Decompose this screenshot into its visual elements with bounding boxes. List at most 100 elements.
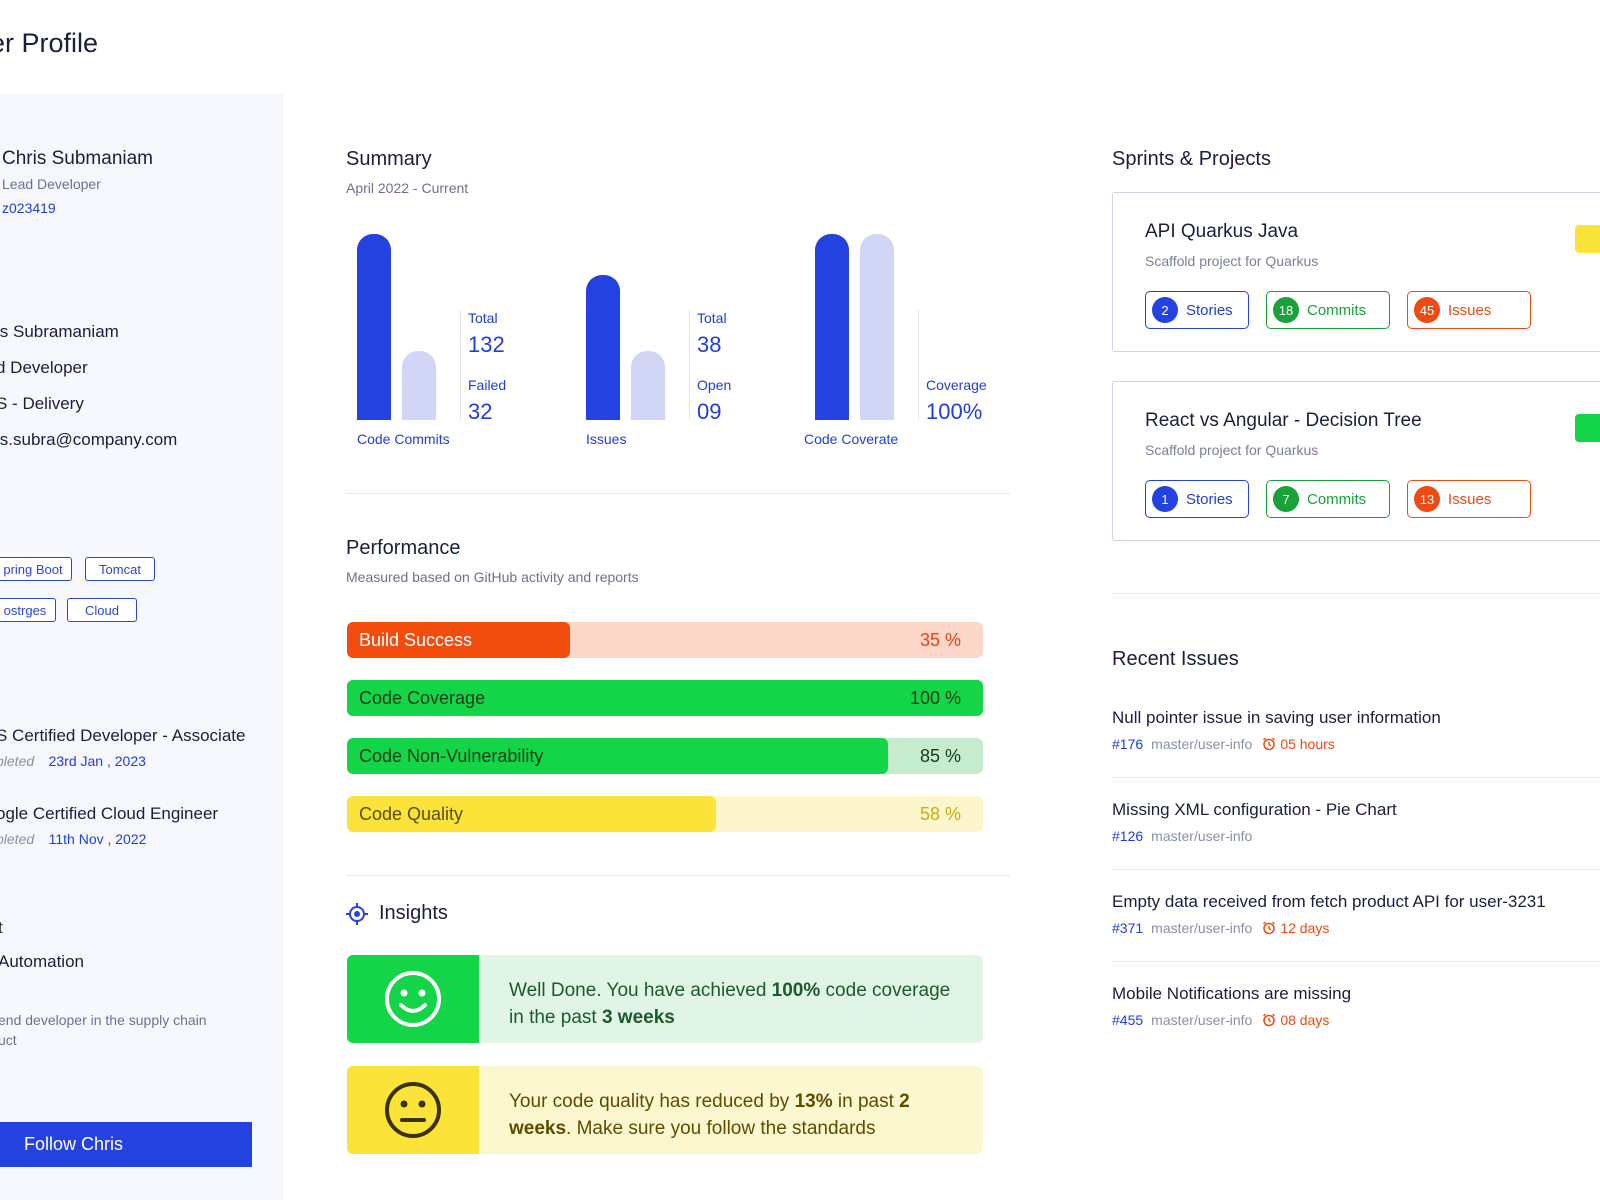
issue-meta: #126 master/user-info bbox=[1112, 828, 1262, 844]
cert-meta: pleted 23rd Jan , 2023 bbox=[0, 753, 146, 771]
issue-branch: master/user-info bbox=[1151, 828, 1253, 844]
skill-tag: Tomcat bbox=[85, 557, 155, 581]
cert-status: pleted bbox=[0, 753, 35, 769]
project-description: Scaffold project for Quarkus bbox=[1145, 442, 1319, 458]
issue-title[interactable]: Mobile Notifications are missing bbox=[1112, 984, 1352, 1003]
commits-pill[interactable]: 18 Commits bbox=[1266, 291, 1390, 329]
perf-value: 100 % bbox=[909, 688, 961, 708]
insight-highlight: 100% bbox=[771, 980, 821, 1001]
projects-title: Sprints & Projects bbox=[1112, 148, 1271, 170]
issues-count: 13 bbox=[1414, 486, 1440, 512]
issue-age: 08 days bbox=[1262, 1012, 1329, 1028]
issue-title[interactable]: Null pointer issue in saving user inform… bbox=[1112, 708, 1441, 727]
issues-total-bar bbox=[586, 274, 620, 420]
smiley-icon bbox=[347, 955, 479, 1043]
stories-pill[interactable]: 2 Stories bbox=[1145, 291, 1249, 329]
perf-bar-code-coverage: Code Coverage 100 % bbox=[347, 680, 983, 716]
stat-label: Coverage bbox=[926, 377, 987, 393]
issue-meta: #455 master/user-info 08 days bbox=[1112, 1012, 1329, 1028]
issues-label: Issues bbox=[1448, 301, 1492, 319]
stat-value: 38 bbox=[697, 332, 722, 357]
coverage-actual-bar bbox=[815, 234, 849, 420]
commits-count: 7 bbox=[1273, 486, 1299, 512]
stories-count: 2 bbox=[1152, 297, 1178, 323]
issue-number[interactable]: #126 bbox=[1112, 828, 1144, 844]
issue-age: 05 hours bbox=[1262, 736, 1335, 752]
project-card[interactable]: React vs Angular - Decision Tree Scaffol… bbox=[1112, 381, 1600, 541]
perf-bar-build-success: Build Success 35 % bbox=[347, 622, 983, 658]
issues-count: 45 bbox=[1414, 297, 1440, 323]
perf-bar-non-vulnerability: Code Non-Vulnerability 85 % bbox=[347, 738, 983, 774]
issue-branch: master/user-info bbox=[1151, 736, 1253, 752]
issues-pill[interactable]: 45 Issues bbox=[1407, 291, 1531, 329]
project-card[interactable]: API Quarkus Java Scaffold project for Qu… bbox=[1112, 192, 1600, 352]
issue-number[interactable]: #455 bbox=[1112, 1012, 1144, 1028]
commits-total-bar bbox=[357, 234, 391, 420]
commits-count: 18 bbox=[1273, 297, 1299, 323]
detail-designation: d Developer bbox=[0, 358, 88, 377]
stat-value: 100% bbox=[926, 399, 983, 424]
insight-highlight: 2 weeks bbox=[509, 1091, 910, 1139]
project-name[interactable]: API Quarkus Java bbox=[1145, 221, 1299, 242]
issues-open-bar bbox=[631, 351, 665, 420]
issue-title[interactable]: Empty data received from fetch product A… bbox=[1112, 892, 1546, 911]
insight-card-warning: Your code quality has reduced by 13% in … bbox=[347, 1066, 983, 1154]
project-name[interactable]: React vs Angular - Decision Tree bbox=[1145, 410, 1422, 431]
group-label: Code Coverate bbox=[804, 431, 899, 447]
insight-message: Well Done. You have achieved 100% code c… bbox=[479, 955, 983, 1043]
insight-text: in past bbox=[832, 1091, 900, 1112]
about-text: end developer in the supply chain uct bbox=[0, 1010, 258, 1050]
project-status-chip bbox=[1575, 414, 1600, 442]
perf-label: Build Success bbox=[359, 630, 473, 650]
issue-age-label: 05 hours bbox=[1280, 736, 1335, 752]
stat-label: Open bbox=[697, 377, 732, 393]
commits-pill[interactable]: 7 Commits bbox=[1266, 480, 1390, 518]
insight-message: Your code quality has reduced by 13% in … bbox=[479, 1066, 983, 1154]
stat-value: 132 bbox=[468, 332, 505, 357]
cert-meta: pleted 11th Nov , 2022 bbox=[0, 831, 146, 849]
skill-label: Tomcat bbox=[99, 561, 141, 577]
issues-label: Issues bbox=[1448, 490, 1492, 508]
perf-label: Code Quality bbox=[359, 804, 464, 824]
performance-title: Performance bbox=[346, 537, 461, 559]
perf-fill bbox=[347, 796, 716, 832]
stories-pill[interactable]: 1 Stories bbox=[1145, 480, 1249, 518]
alarm-clock-icon bbox=[1263, 1013, 1276, 1027]
profile-role: Lead Developer bbox=[2, 176, 101, 192]
insight-highlight: 13% bbox=[794, 1091, 833, 1112]
issue-age: 12 days bbox=[1262, 920, 1329, 936]
coverage-target-bar bbox=[860, 234, 894, 420]
insights-title: Insights bbox=[379, 902, 448, 924]
issue-age-label: 12 days bbox=[1280, 920, 1330, 936]
issue-divider bbox=[1112, 869, 1600, 870]
alarm-clock-icon bbox=[1263, 921, 1276, 935]
stories-label: Stories bbox=[1186, 490, 1233, 508]
commits-failed-bar bbox=[402, 351, 436, 420]
commits-label: Commits bbox=[1307, 490, 1367, 508]
issue-divider bbox=[1112, 961, 1600, 962]
perf-bar-code-quality: Code Quality 58 % bbox=[347, 796, 983, 832]
performance-subtitle: Measured based on GitHub activity and re… bbox=[346, 569, 639, 585]
issue-branch: master/user-info bbox=[1151, 920, 1253, 936]
stories-label: Stories bbox=[1186, 301, 1233, 319]
follow-button[interactable]: Follow Chris bbox=[0, 1122, 252, 1167]
perf-fill bbox=[347, 680, 983, 716]
detail-email[interactable]: is.subra@company.com bbox=[0, 430, 178, 449]
cert-date: 11th Nov , 2022 bbox=[48, 831, 147, 847]
issue-branch: master/user-info bbox=[1151, 1012, 1253, 1028]
section-divider bbox=[346, 875, 1010, 876]
issues-pill[interactable]: 13 Issues bbox=[1407, 480, 1531, 518]
team-name: Automation bbox=[0, 952, 84, 971]
stat-value: 32 bbox=[468, 399, 493, 424]
summary-title: Summary bbox=[346, 148, 432, 170]
detail-full-name: is Subramaniam bbox=[0, 322, 119, 341]
skill-tag: Cloud bbox=[67, 598, 137, 622]
section-divider bbox=[346, 493, 1010, 494]
issue-title[interactable]: Missing XML configuration - Pie Chart bbox=[1112, 800, 1397, 819]
project-description: Scaffold project for Quarkus bbox=[1145, 253, 1319, 269]
issue-number[interactable]: #176 bbox=[1112, 736, 1144, 752]
project-status-chip bbox=[1575, 225, 1600, 253]
target-icon bbox=[346, 903, 368, 925]
stat-label: Failed bbox=[468, 377, 507, 393]
issue-number[interactable]: #371 bbox=[1112, 920, 1144, 936]
